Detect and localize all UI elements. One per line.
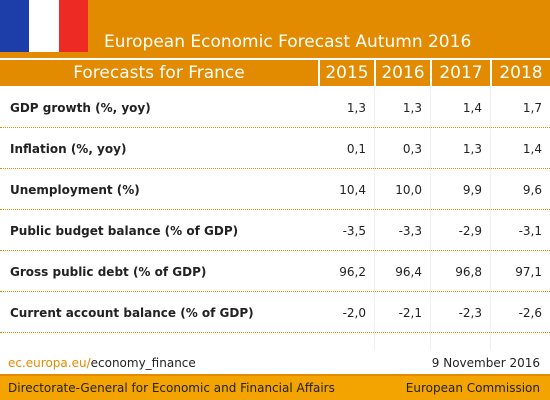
department: Directorate-General for Economic and Fin… — [8, 381, 335, 395]
cell-value: -3,3 — [398, 224, 422, 238]
cell-value: -2,9 — [458, 224, 482, 238]
table-caption: Forecasts for France — [73, 63, 245, 83]
cell-value: 10,0 — [395, 183, 422, 197]
year-header: 2015 — [318, 60, 374, 86]
cell-value: 1,7 — [522, 101, 542, 115]
footer: ec.europa.eu/economy_finance 9 November … — [0, 352, 550, 376]
cell-value: 96,4 — [395, 265, 422, 279]
row-label: GDP growth (%, yoy) — [10, 101, 151, 115]
cell-value: 96,8 — [455, 265, 482, 279]
cell-value: 9,9 — [462, 183, 482, 197]
organisation: European Commission — [405, 381, 540, 395]
column-separator — [490, 86, 491, 350]
row-label: Inflation (%, yoy) — [10, 142, 127, 156]
row-label: Current account balance (% of GDP) — [10, 306, 254, 320]
cell-value: 1,3 — [462, 142, 482, 156]
cell-value: -3,5 — [342, 224, 366, 238]
cell-value: -2,1 — [398, 306, 422, 320]
table-row: GDP growth (%, yoy) 1,3 1,3 1,4 1,7 — [0, 88, 550, 128]
cell-value: -2,3 — [458, 306, 482, 320]
table-row: Gross public debt (% of GDP) 96,2 96,4 96,8… — [0, 252, 550, 292]
bottom-bar: Directorate-General for Economic and Fin… — [0, 376, 550, 400]
cell-value: 0,1 — [346, 142, 366, 156]
row-label: Gross public debt (% of GDP) — [10, 265, 207, 279]
cell-value: -2,0 — [342, 306, 366, 320]
table-row: Unemployment (%) 10,4 10,0 9,9 9,6 — [0, 170, 550, 210]
cell-value: 96,2 — [339, 265, 366, 279]
cell-value: 1,4 — [522, 142, 542, 156]
column-separator — [374, 86, 375, 350]
year-header: 2017 — [430, 60, 490, 86]
table-header: Forecasts for France 2015 2016 2017 2018 — [0, 60, 550, 86]
cell-value: -3,1 — [518, 224, 542, 238]
title: European Economic Forecast Autumn 2016 — [104, 32, 472, 52]
link-domain[interactable]: ec.europa.eu/ — [8, 356, 91, 370]
table-row: Inflation (%, yoy) 0,1 0,3 1,3 1,4 — [0, 129, 550, 169]
date: 9 November 2016 — [431, 356, 540, 370]
cell-value: 97,1 — [515, 265, 542, 279]
year-header: 2016 — [374, 60, 430, 86]
flag — [0, 0, 88, 52]
table-row: Current account balance (% of GDP) -2,0 -2… — [0, 293, 550, 333]
link-path[interactable]: economy_finance — [90, 356, 196, 370]
banner — [0, 0, 550, 58]
row-label: Public budget balance (% of GDP) — [10, 224, 239, 238]
row-label: Unemployment (%) — [10, 183, 140, 197]
cell-value: 1,3 — [402, 101, 422, 115]
column-separator — [430, 86, 431, 350]
cell-value: 9,6 — [522, 183, 542, 197]
cell-value: 0,3 — [402, 142, 422, 156]
cell-value: -2,6 — [518, 306, 542, 320]
cell-value: 1,3 — [346, 101, 366, 115]
cell-value: 1,4 — [462, 101, 482, 115]
table-row: Public budget balance (% of GDP) -3,5 -3,3… — [0, 211, 550, 251]
cell-value: 10,4 — [339, 183, 366, 197]
year-header: 2018 — [490, 60, 550, 86]
